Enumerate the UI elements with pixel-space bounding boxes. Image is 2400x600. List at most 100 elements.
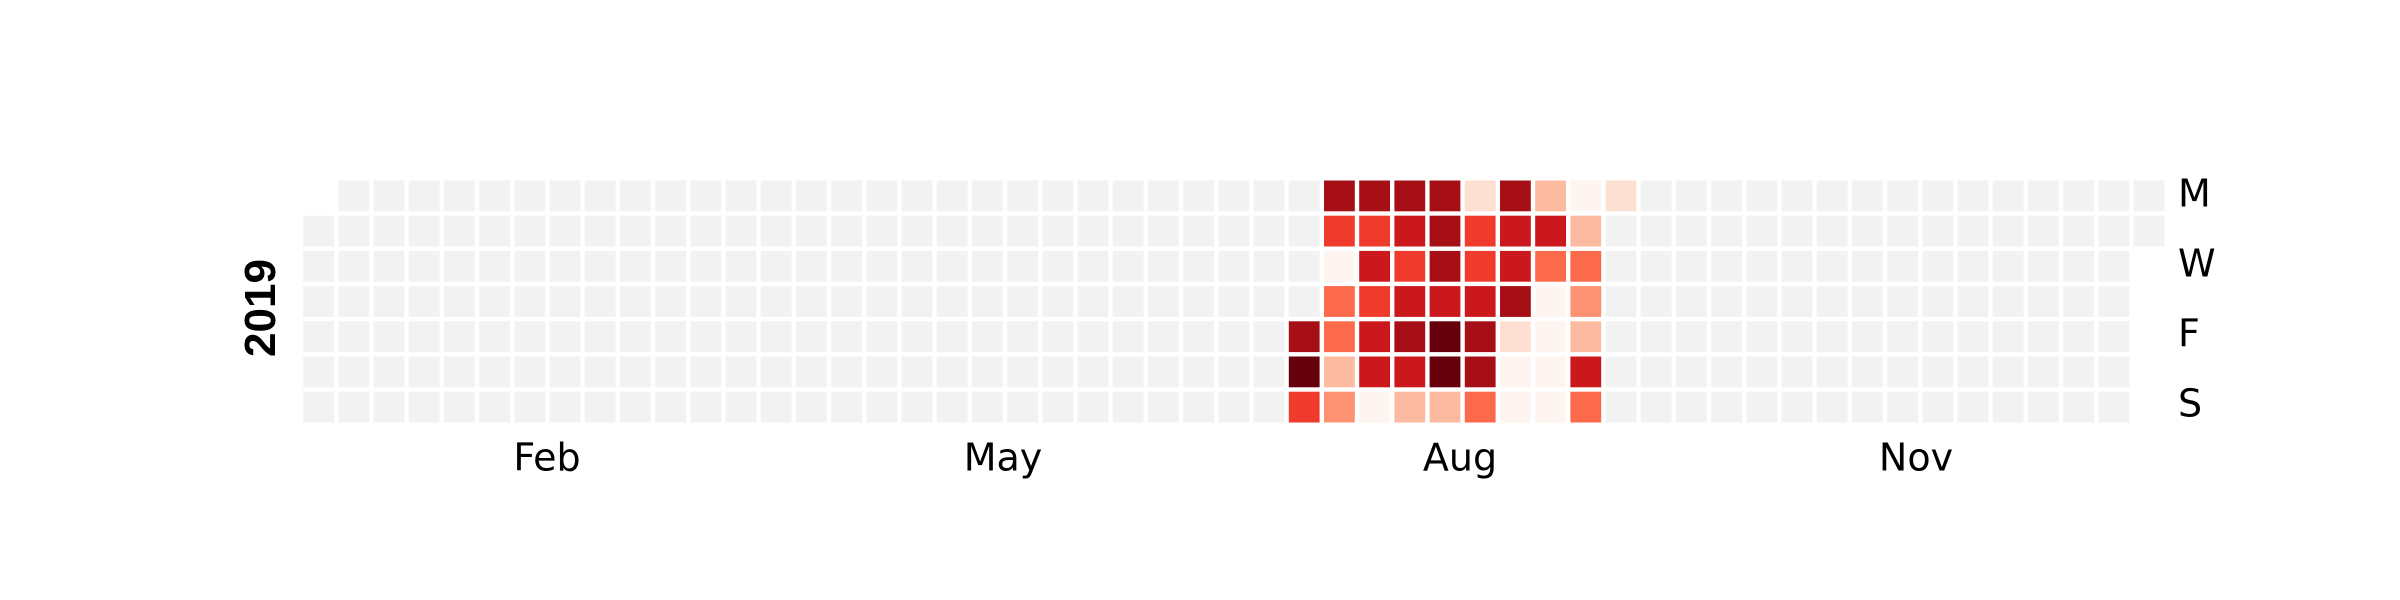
heatmap-cell xyxy=(1218,286,1250,317)
heatmap-cell xyxy=(1640,250,1672,282)
heatmap-cell xyxy=(1042,180,1074,212)
heatmap-cell xyxy=(725,180,757,212)
heatmap-cell xyxy=(1640,321,1672,353)
heatmap-cell xyxy=(1253,250,1285,282)
heatmap-cell xyxy=(831,391,862,423)
heatmap-cell xyxy=(1887,391,1918,423)
heatmap-cell xyxy=(1922,215,1954,247)
heatmap-cell xyxy=(338,321,370,353)
heatmap-cell xyxy=(1359,356,1390,388)
heatmap-cell xyxy=(373,321,405,353)
heatmap-cell xyxy=(1992,356,2024,388)
heatmap-cell xyxy=(1112,391,1144,423)
heatmap-cell xyxy=(338,250,370,282)
heatmap-cell xyxy=(1676,180,1707,212)
heatmap-cell xyxy=(725,321,757,353)
heatmap-cell xyxy=(901,250,933,282)
heatmap-cell xyxy=(1007,180,1038,212)
heatmap-cell xyxy=(1077,356,1109,388)
heatmap-cell xyxy=(1288,286,1320,317)
heatmap-cell xyxy=(2063,180,2094,212)
heatmap-cell xyxy=(1922,356,1954,388)
heatmap-cell xyxy=(1324,321,1355,353)
heatmap-cell xyxy=(1183,180,1214,212)
heatmap-cell xyxy=(584,391,616,423)
heatmap-cell xyxy=(1676,250,1707,282)
heatmap-cell xyxy=(1218,391,1250,423)
heatmap-cell xyxy=(1429,215,1461,247)
heatmap-cell xyxy=(1922,391,1954,423)
heatmap-cell xyxy=(2098,391,2130,423)
heatmap-cell xyxy=(725,215,757,247)
heatmap-cell xyxy=(1500,391,1531,423)
heatmap-cell xyxy=(831,180,862,212)
heatmap-cell xyxy=(831,321,862,353)
heatmap-cell xyxy=(514,321,546,353)
heatmap-cell xyxy=(1605,250,1637,282)
heatmap-cell xyxy=(2098,321,2130,353)
heatmap-cell xyxy=(338,215,370,247)
heatmap-cell xyxy=(584,250,616,282)
heatmap-cell xyxy=(303,356,334,388)
heatmap-cell xyxy=(1112,286,1144,317)
heatmap-cell xyxy=(1922,286,1954,317)
heatmap-cell xyxy=(796,286,827,317)
heatmap-cell xyxy=(1570,250,1602,282)
heatmap-cell xyxy=(1676,356,1707,388)
heatmap-cell xyxy=(1887,215,1918,247)
heatmap-cell xyxy=(1640,391,1672,423)
heatmap-cell xyxy=(831,250,862,282)
heatmap-cell xyxy=(1218,356,1250,388)
heatmap-cell xyxy=(1781,180,1813,212)
heatmap-cell xyxy=(1288,356,1320,388)
heatmap-cell xyxy=(1816,321,1848,353)
heatmap-cell xyxy=(303,250,334,282)
heatmap-cell xyxy=(1605,356,1637,388)
heatmap-cell xyxy=(1746,356,1778,388)
heatmap-cell xyxy=(760,250,792,282)
heatmap-cell xyxy=(2098,286,2130,317)
heatmap-cell xyxy=(408,180,440,212)
heatmap-cell xyxy=(1676,286,1707,317)
heatmap-cell xyxy=(1535,321,1566,353)
heatmap-cell xyxy=(444,215,475,247)
heatmap-cell xyxy=(1112,250,1144,282)
heatmap-cell xyxy=(1007,215,1038,247)
heatmap-cell xyxy=(1957,321,1989,353)
heatmap-cell xyxy=(2063,391,2094,423)
heatmap-cell xyxy=(1640,215,1672,247)
heatmap-cell xyxy=(831,356,862,388)
heatmap-cell xyxy=(796,356,827,388)
heatmap-cell xyxy=(2133,215,2165,247)
heatmap-cell xyxy=(866,250,898,282)
heatmap-cell xyxy=(1676,321,1707,353)
heatmap-cell xyxy=(690,391,722,423)
heatmap-cell xyxy=(1676,215,1707,247)
heatmap-cell xyxy=(1253,391,1285,423)
heatmap-cell xyxy=(1148,321,1179,353)
heatmap-cell xyxy=(1992,180,2024,212)
heatmap-cell xyxy=(1464,391,1496,423)
heatmap-cell xyxy=(1359,321,1390,353)
heatmap-cell xyxy=(514,250,546,282)
heatmap-cell xyxy=(2028,250,2059,282)
heatmap-cell xyxy=(901,391,933,423)
heatmap-cell xyxy=(690,215,722,247)
heatmap-cell xyxy=(1253,286,1285,317)
heatmap-cell xyxy=(2063,250,2094,282)
heatmap-cell xyxy=(479,321,510,353)
heatmap-cell xyxy=(1324,215,1355,247)
heatmap-cell xyxy=(1148,180,1179,212)
heatmap-cell xyxy=(866,180,898,212)
heatmap-cell xyxy=(1429,250,1461,282)
heatmap-cell xyxy=(936,180,968,212)
heatmap-cell xyxy=(725,391,757,423)
heatmap-cell xyxy=(901,356,933,388)
heatmap-cell xyxy=(1464,286,1496,317)
heatmap-cell xyxy=(1711,215,1742,247)
heatmap-cell xyxy=(1077,250,1109,282)
heatmap-cell xyxy=(549,215,581,247)
heatmap-cell xyxy=(1957,180,1989,212)
heatmap-cell xyxy=(760,215,792,247)
heatmap-cell xyxy=(655,321,686,353)
